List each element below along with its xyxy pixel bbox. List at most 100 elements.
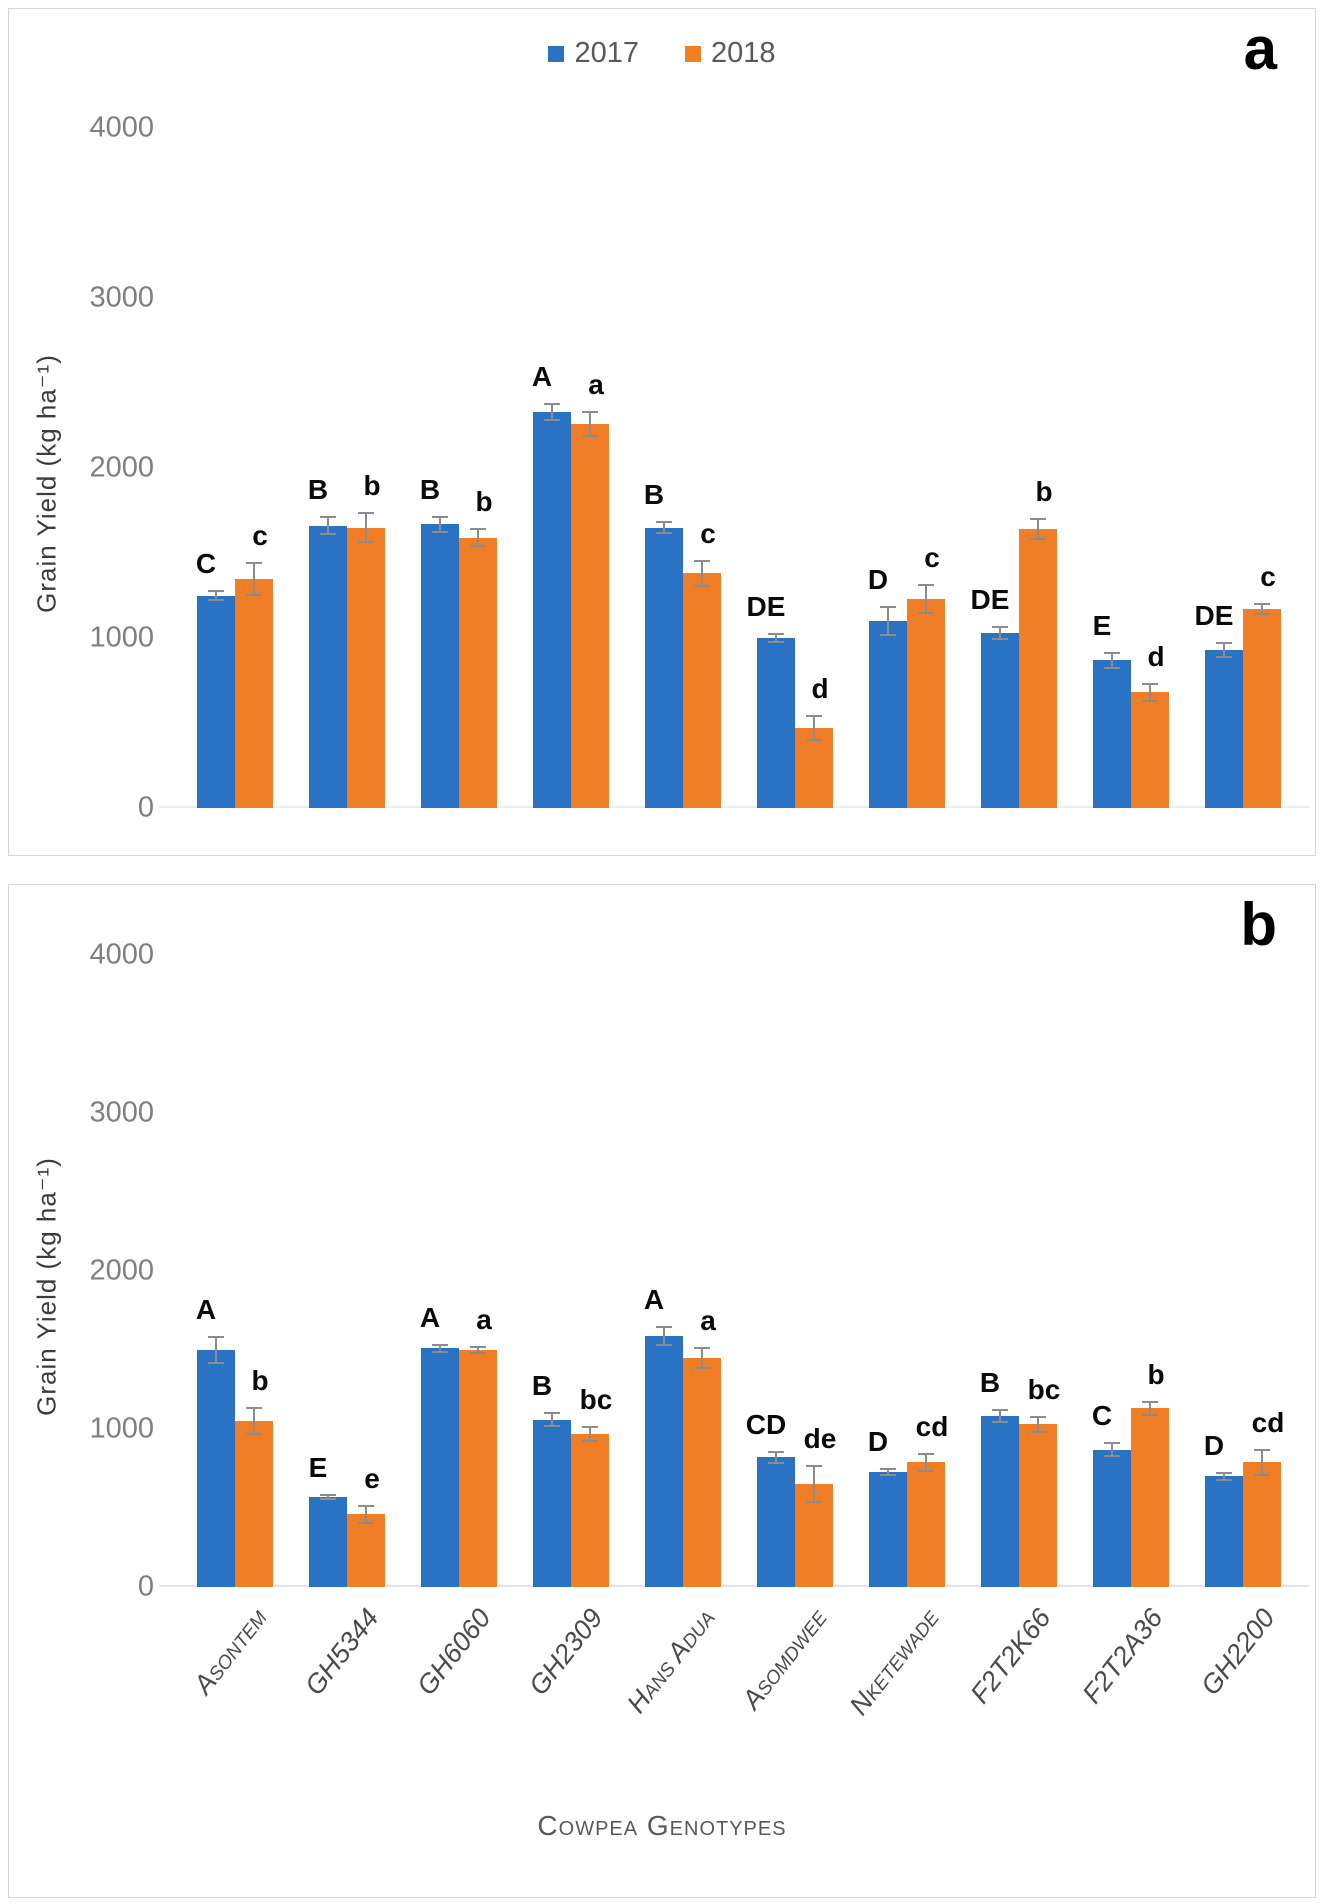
x-axis-title: Cowpea Genotypes bbox=[537, 1810, 787, 1841]
sig-letter-2018-f2t2k66: b bbox=[1035, 476, 1053, 508]
error-bar-2017-gh5344 bbox=[320, 1493, 336, 1501]
error-bar-2018-hans-adua bbox=[694, 559, 710, 587]
error-bar-2018-asomdwee bbox=[806, 1465, 822, 1504]
error-bar-2017-asomdwee bbox=[768, 1451, 784, 1464]
bar-2017-nketewade bbox=[869, 621, 907, 808]
bar-2018-nketewade bbox=[907, 1462, 945, 1587]
x-category-label-gh6060: GH6060 bbox=[411, 1603, 497, 1701]
bar-2017-hans-adua bbox=[645, 527, 683, 808]
sig-letter-2017-gh6060: A bbox=[419, 1301, 441, 1333]
x-category-label-asontem: Asontem bbox=[187, 1603, 273, 1700]
sig-letter-2017-nketewade: D bbox=[867, 1425, 889, 1457]
y-tick-2000: 2000 bbox=[89, 451, 154, 484]
y-tick-4000: 4000 bbox=[89, 111, 154, 144]
panel-letter-b: b bbox=[1240, 891, 1277, 958]
x-axis-line-a bbox=[159, 806, 1309, 808]
error-bar-2017-gh2309 bbox=[544, 402, 560, 422]
x-category-label-nketewade: Nketewade bbox=[843, 1603, 945, 1721]
sig-letter-2018-gh6060: b bbox=[475, 486, 493, 518]
sig-letter-2018-asontem: c bbox=[252, 519, 268, 551]
bar-2018-hans-adua bbox=[683, 573, 721, 808]
bar-2018-hans-adua bbox=[683, 1357, 721, 1587]
sig-letter-2018-asomdwee: d bbox=[811, 673, 829, 705]
sig-letter-2018-f2t2a36: b bbox=[1147, 1359, 1165, 1391]
error-bar-2017-asomdwee bbox=[768, 632, 784, 644]
sig-letter-2018-gh2200: c bbox=[1260, 561, 1276, 593]
bar-2018-asontem bbox=[235, 1421, 273, 1587]
y-tick-0: 0 bbox=[137, 1570, 154, 1603]
y-tick-3000: 3000 bbox=[89, 281, 154, 314]
sig-letter-2018-nketewade: c bbox=[924, 541, 940, 573]
error-bar-2018-nketewade bbox=[918, 583, 934, 615]
sig-letter-2017-hans-adua: B bbox=[643, 478, 665, 510]
bar-2018-nketewade bbox=[907, 598, 945, 808]
sig-letter-2017-asomdwee: CD bbox=[745, 1409, 787, 1441]
bar-2018-gh2309 bbox=[571, 1433, 609, 1587]
bar-2018-f2t2k66 bbox=[1019, 529, 1057, 808]
y-tick-3000: 3000 bbox=[89, 1096, 154, 1129]
sig-letter-2018-f2t2k66: bc bbox=[1027, 1373, 1061, 1405]
bar-2017-gh6060 bbox=[421, 524, 459, 808]
sig-letter-2017-gh2309: B bbox=[531, 1370, 553, 1402]
bar-2017-asomdwee bbox=[757, 638, 795, 808]
bar-2017-gh2309 bbox=[533, 1419, 571, 1587]
sig-letter-2017-nketewade: D bbox=[867, 563, 889, 595]
sig-letter-2018-nketewade: cd bbox=[915, 1410, 949, 1442]
y-tick-4000: 4000 bbox=[89, 938, 154, 971]
legend-swatch-2018-icon bbox=[685, 45, 701, 62]
error-bar-2018-f2t2a36 bbox=[1142, 683, 1158, 702]
bar-group-asomdwee: CD de bbox=[739, 955, 851, 1587]
x-axis-line-b bbox=[159, 1585, 1309, 1587]
bar-2018-gh2200 bbox=[1243, 1462, 1281, 1587]
error-bar-2017-f2t2k66 bbox=[992, 626, 1008, 640]
error-bar-2018-f2t2a36 bbox=[1142, 1401, 1158, 1416]
sig-letter-2018-gh2200: cd bbox=[1251, 1406, 1285, 1438]
sig-letter-2018-gh6060: a bbox=[476, 1304, 492, 1336]
bar-2017-gh5344 bbox=[309, 525, 347, 808]
x-category-label-f2t2a36: F2T2A36 bbox=[1076, 1603, 1169, 1709]
bar-2018-gh2200 bbox=[1243, 609, 1281, 808]
bar-2017-gh2200 bbox=[1205, 1476, 1243, 1587]
error-bar-2018-gh6060 bbox=[470, 1346, 486, 1354]
error-bar-2018-gh2309 bbox=[582, 1425, 598, 1442]
sig-letter-2017-asomdwee: DE bbox=[746, 590, 786, 622]
error-bar-2018-gh2309 bbox=[582, 411, 598, 437]
sig-letter-2017-asontem: A bbox=[195, 1293, 217, 1325]
error-bar-2018-f2t2k66 bbox=[1030, 518, 1046, 541]
bar-2018-f2t2a36 bbox=[1131, 692, 1169, 808]
sig-letter-2017-gh6060: B bbox=[419, 473, 441, 505]
sig-letter-2017-f2t2a36: C bbox=[1091, 1399, 1113, 1431]
x-category-label-gh5344: GH5344 bbox=[299, 1603, 385, 1701]
x-category-label-gh2309: GH2309 bbox=[523, 1603, 609, 1701]
bar-group-f2t2k66: DE b bbox=[963, 128, 1075, 808]
error-bar-2017-gh6060 bbox=[432, 1343, 448, 1354]
sig-letter-2018-hans-adua: a bbox=[700, 1304, 716, 1336]
error-bar-2018-asontem bbox=[246, 1406, 262, 1436]
bar-2018-gh6060 bbox=[459, 537, 497, 808]
sig-letter-2017-asontem: C bbox=[195, 548, 217, 580]
bar-2018-f2t2a36 bbox=[1131, 1408, 1169, 1587]
bar-2017-hans-adua bbox=[645, 1335, 683, 1587]
error-bar-2018-gh2200 bbox=[1254, 1448, 1270, 1476]
x-category-label-hans-adua: Hans Adua bbox=[621, 1603, 721, 1719]
sig-letter-2017-hans-adua: A bbox=[643, 1283, 665, 1315]
error-bar-2017-gh5344 bbox=[320, 516, 336, 536]
x-category-label-asomdwee: Asomdwee bbox=[736, 1603, 833, 1715]
legend: 2017 2018 bbox=[9, 37, 1315, 70]
bar-2018-asomdwee bbox=[795, 728, 833, 808]
x-category-label-gh2200: GH2200 bbox=[1195, 1603, 1281, 1701]
error-bar-2017-f2t2k66 bbox=[992, 1409, 1008, 1424]
